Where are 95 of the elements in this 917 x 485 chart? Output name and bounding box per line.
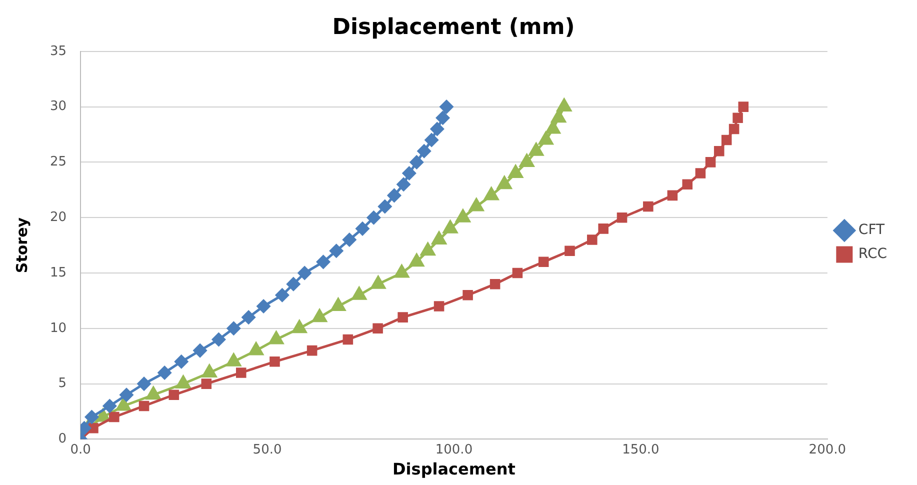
point [564, 246, 575, 256]
point [138, 400, 150, 412]
point [728, 124, 740, 134]
point [270, 356, 280, 367]
point [378, 200, 392, 214]
point [598, 224, 608, 234]
point [342, 334, 354, 345]
y-tick-label: 30 [50, 99, 67, 114]
point [409, 254, 424, 267]
x-tick-label: 200.0 [808, 442, 846, 458]
point [424, 133, 438, 147]
point [417, 144, 431, 158]
point [462, 290, 473, 300]
y-tick-label: 0 [58, 432, 67, 447]
point [366, 210, 380, 224]
point [551, 110, 566, 123]
point [84, 410, 98, 424]
y-tick-label: 25 [50, 154, 67, 170]
point [256, 299, 270, 313]
point [174, 354, 188, 368]
point [546, 120, 560, 134]
point [298, 266, 312, 280]
point [168, 390, 180, 400]
point [732, 112, 743, 124]
point [316, 255, 330, 269]
point [286, 277, 300, 291]
y-tick-label: 20 [50, 210, 67, 225]
point [587, 234, 598, 245]
point [469, 198, 484, 212]
x-tick-label: 50.0 [252, 442, 282, 458]
point [440, 100, 454, 114]
point [275, 288, 289, 302]
legend-label: CFT [858, 222, 885, 238]
point [137, 377, 151, 391]
point [201, 378, 212, 389]
point [538, 132, 554, 145]
point [306, 345, 318, 356]
point [236, 368, 246, 378]
point [102, 399, 116, 413]
point [432, 232, 446, 245]
point [158, 366, 172, 380]
point [456, 209, 470, 222]
point [372, 323, 383, 334]
point [434, 301, 444, 312]
point [109, 412, 120, 422]
x-tick-label: 0.0 [70, 442, 91, 458]
point [738, 102, 749, 112]
point [387, 188, 401, 202]
point [695, 168, 706, 178]
y-tick-label: 15 [50, 265, 67, 280]
x-tick-label: 150.0 [622, 442, 660, 458]
x-tick-label: 100.0 [435, 442, 473, 458]
y-tick-label: 5 [58, 376, 67, 392]
point [519, 154, 534, 167]
point [484, 187, 499, 200]
point [714, 146, 724, 156]
y-axis-title: Storey [12, 217, 31, 274]
point [193, 344, 207, 358]
point [436, 111, 450, 125]
point [312, 309, 327, 322]
point [342, 233, 356, 247]
point [497, 176, 512, 190]
chart-title: Displacement (mm) [332, 14, 575, 40]
point [398, 312, 408, 322]
point [292, 320, 307, 334]
point [705, 157, 716, 168]
point [356, 222, 370, 236]
point [667, 190, 678, 201]
point [528, 142, 544, 156]
point [616, 212, 628, 223]
point [643, 201, 654, 212]
y-tick-label: 10 [50, 320, 67, 336]
x-axis-title: Displacement [392, 460, 516, 479]
point [212, 332, 226, 346]
point [226, 322, 240, 336]
point [242, 310, 256, 324]
point [490, 278, 500, 290]
point [556, 98, 572, 112]
point [721, 134, 732, 146]
point [508, 165, 523, 178]
point [430, 122, 444, 136]
point [330, 244, 344, 258]
point [538, 256, 549, 268]
point [396, 178, 410, 192]
point [682, 179, 693, 190]
point [410, 155, 424, 169]
point [394, 264, 410, 278]
point [88, 422, 98, 434]
point [512, 268, 523, 278]
y-tick-label: 35 [50, 44, 67, 59]
legend-label: RCC [858, 246, 888, 262]
point [120, 388, 134, 402]
point [402, 166, 416, 180]
point [420, 242, 436, 256]
point [176, 376, 191, 389]
